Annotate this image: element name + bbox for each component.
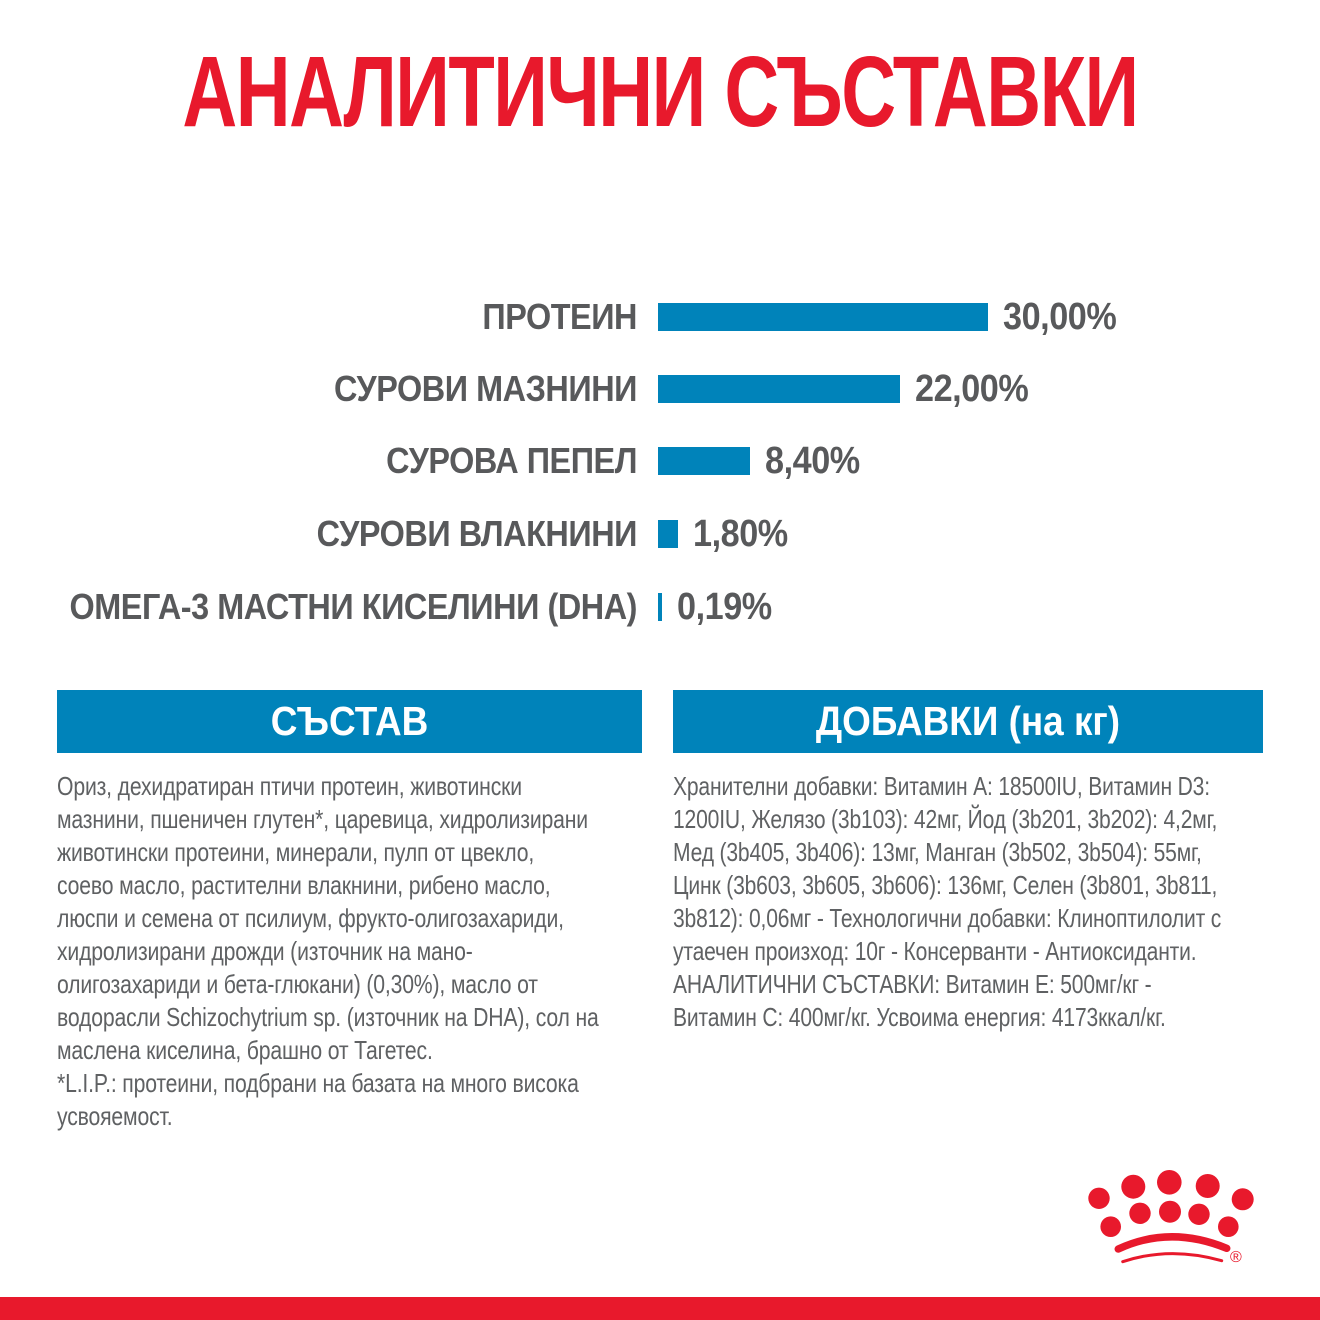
additives-header: ДОБАВКИ (на кг) — [673, 690, 1263, 753]
royal-canin-crown-logo-icon: ® — [1088, 1170, 1254, 1266]
registered-mark-icon: ® — [1230, 1249, 1242, 1266]
bar-label-crude-fat: СУРОВИ МАЗНИНИ — [334, 368, 637, 409]
page-title: АНАЛИТИЧНИ СЪСТАВКИ — [182, 36, 1139, 148]
composition-header: СЪСТАВ — [57, 690, 642, 753]
bar-value-crude-fibre: 1,80% — [693, 513, 788, 555]
bar-label-protein: ПРОТЕИН — [482, 296, 637, 337]
bar-value-omega3-dha: 0,19% — [677, 586, 772, 628]
bar-value-protein: 30,00% — [1003, 296, 1117, 338]
bar-crude-fat — [658, 375, 900, 403]
bar-row-crude-ash: 8,40% — [658, 440, 870, 482]
bar-row-crude-fibre: 1,80% — [658, 513, 798, 555]
bar-label-omega3-dha: ОМЕГА-3 МАСТНИ КИСЕЛИНИ (DHA) — [69, 586, 638, 627]
bar-row-protein: 30,00% — [658, 296, 1129, 338]
additives-text: Хранителни добавки: Витамин A: 18500IU, … — [673, 771, 1222, 1032]
bottom-brand-bar — [0, 1297, 1320, 1320]
bar-label-crude-fibre: СУРОВИ ВЛАКНИНИ — [316, 513, 638, 554]
bar-label-crude-ash: СУРОВА ПЕПЕЛ — [386, 440, 637, 481]
bar-row-omega3-dha: 0,19% — [658, 586, 782, 628]
bar-crude-ash — [658, 447, 750, 475]
bar-omega3-dha — [658, 593, 662, 621]
additives-header-label: ДОБАВКИ (на кг) — [815, 698, 1121, 744]
bar-protein — [658, 303, 988, 331]
crown-arc-thick — [1114, 1233, 1231, 1253]
bar-value-crude-fat: 22,00% — [915, 368, 1029, 410]
bar-row-crude-fat: 22,00% — [658, 368, 1041, 410]
composition-header-label: СЪСТАВ — [270, 698, 429, 744]
bar-crude-fibre — [658, 520, 678, 548]
composition-text: Ориз, дехидратиран птичи протеин, животи… — [57, 771, 599, 1131]
bar-value-crude-ash: 8,40% — [765, 440, 860, 482]
crown-arc-thin — [1121, 1252, 1224, 1264]
